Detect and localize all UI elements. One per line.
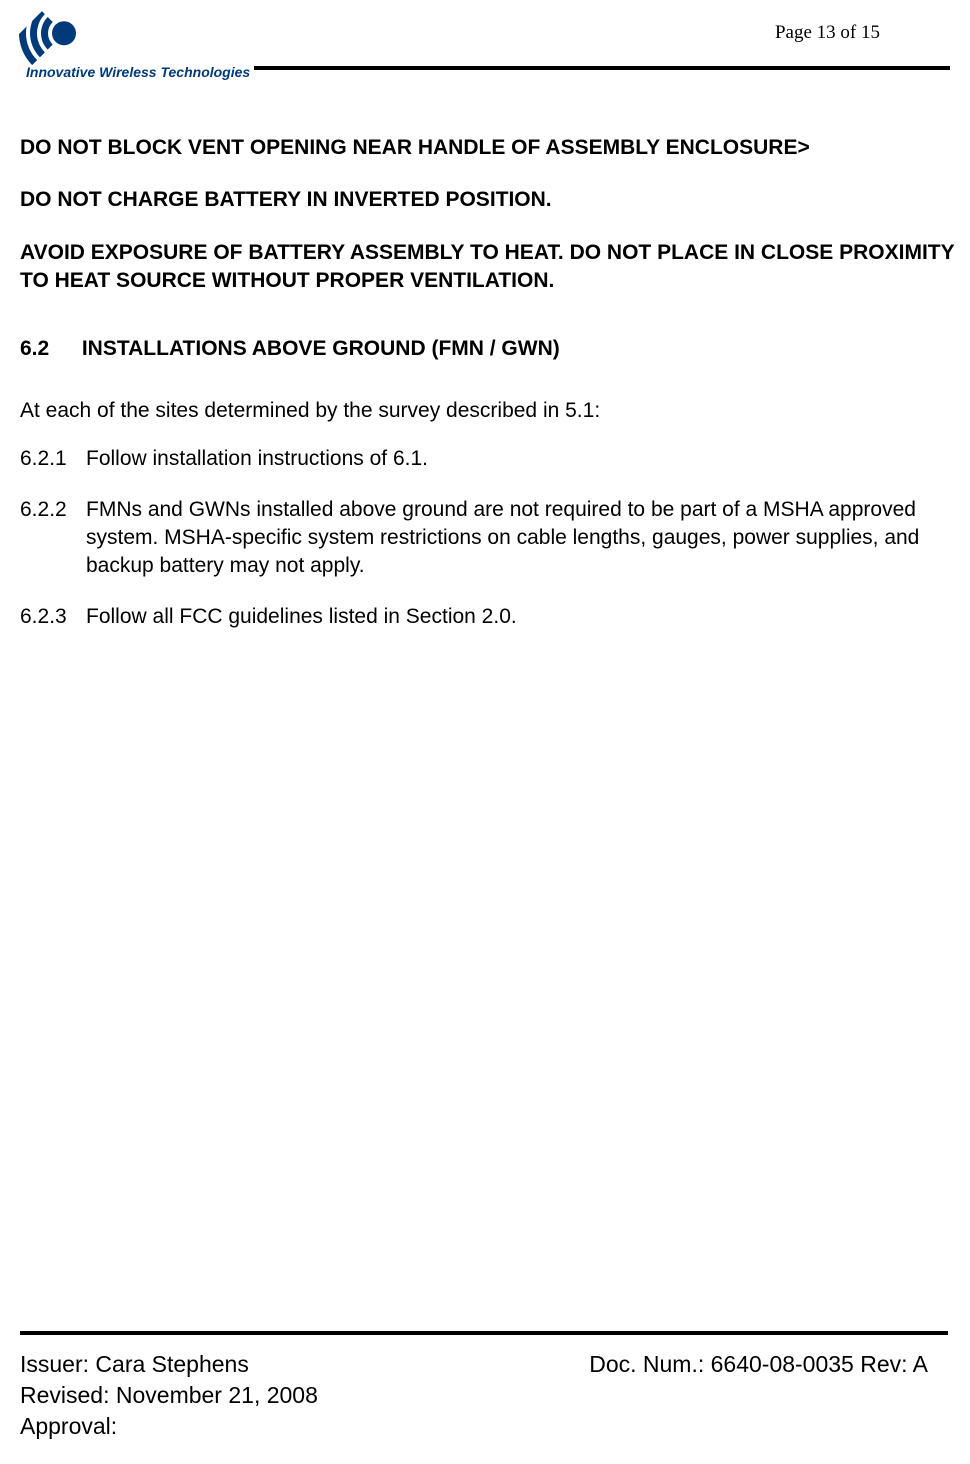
list-item: 6.2.3 Follow all FCC guidelines listed i… <box>20 603 970 631</box>
page-footer: Issuer: Cara Stephens Revised: November … <box>20 1331 948 1442</box>
item-number: 6.2.2 <box>20 496 86 581</box>
item-number: 6.2.1 <box>20 445 86 473</box>
page-header: Innovative Wireless Technologies Page 13… <box>20 12 970 92</box>
item-text: Follow installation instructions of 6.1. <box>86 445 970 473</box>
warning-vent: DO NOT BLOCK VENT OPENING NEAR HANDLE OF… <box>20 134 970 162</box>
section-intro: At each of the sites determined by the s… <box>20 399 970 423</box>
footer-divider <box>20 1331 948 1335</box>
warning-heat: AVOID EXPOSURE OF BATTERY ASSEMBLY TO HE… <box>20 239 970 296</box>
logo-diamond-icon <box>9 0 111 95</box>
header-divider <box>254 66 950 70</box>
list-item: 6.2.2 FMNs and GWNs installed above grou… <box>20 496 970 581</box>
footer-approval: Approval: <box>20 1411 589 1442</box>
section-number: 6.2 <box>20 337 76 361</box>
item-number: 6.2.3 <box>20 603 86 631</box>
item-text: Follow all FCC guidelines listed in Sect… <box>86 603 970 631</box>
warning-charge: DO NOT CHARGE BATTERY IN INVERTED POSITI… <box>20 186 970 214</box>
footer-docnum: Doc. Num.: 6640-08-0035 Rev: A <box>589 1349 928 1380</box>
page-content: DO NOT BLOCK VENT OPENING NEAR HANDLE OF… <box>20 134 970 631</box>
footer-issuer: Issuer: Cara Stephens <box>20 1349 589 1380</box>
section-heading: 6.2 INSTALLATIONS ABOVE GROUND (FMN / GW… <box>20 337 970 361</box>
list-item: 6.2.1 Follow installation instructions o… <box>20 445 970 473</box>
logo-text: Innovative Wireless Technologies <box>26 64 250 80</box>
item-text: FMNs and GWNs installed above ground are… <box>86 496 970 581</box>
company-logo: Innovative Wireless Technologies <box>20 12 260 92</box>
section-title: INSTALLATIONS ABOVE GROUND (FMN / GWN) <box>82 337 560 360</box>
footer-right: Doc. Num.: 6640-08-0035 Rev: A <box>589 1349 948 1442</box>
page-number: Page 13 of 15 <box>775 22 880 44</box>
footer-revised: Revised: November 21, 2008 <box>20 1380 589 1411</box>
footer-left: Issuer: Cara Stephens Revised: November … <box>20 1349 589 1442</box>
